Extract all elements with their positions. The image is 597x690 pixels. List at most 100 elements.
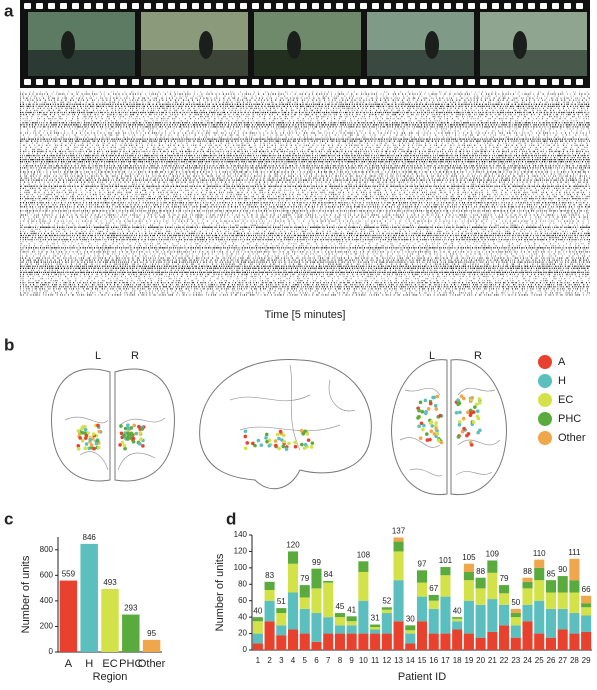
bar-segment — [487, 631, 498, 650]
bar-segment — [569, 633, 580, 650]
bar-segment — [452, 621, 463, 630]
film-frame-ground — [367, 50, 474, 76]
bar-segment — [393, 621, 404, 650]
sprocket — [564, 79, 571, 85]
brain-outline — [450, 359, 507, 496]
bar-segment — [557, 576, 568, 593]
bar-segment — [510, 617, 521, 626]
sprocket — [396, 3, 403, 9]
bar-segment — [264, 581, 275, 591]
electrode-dot — [76, 444, 81, 448]
sprocket — [204, 3, 211, 9]
x-tick-label: 25 — [535, 656, 544, 665]
sprocket — [312, 3, 319, 9]
bar-segment — [358, 633, 369, 650]
bar-segment — [334, 633, 345, 650]
total-label: 66 — [582, 585, 591, 594]
bar-segment — [522, 577, 533, 582]
electrode-dot — [126, 423, 130, 427]
electrode-dot — [417, 424, 421, 429]
electrode-dot — [306, 438, 311, 442]
sprocket — [540, 3, 547, 9]
x-tick-label: EC — [102, 658, 117, 670]
bar-segment — [545, 608, 557, 638]
electrode-dot — [84, 433, 89, 438]
electrode-dot — [466, 410, 470, 415]
bar-segment — [545, 592, 557, 609]
bar — [80, 543, 98, 652]
total-label: 120 — [286, 541, 300, 550]
electrode-dot — [137, 424, 141, 429]
bar-segment — [393, 580, 404, 622]
electrode-dot — [277, 436, 281, 441]
brain-views — [51, 359, 507, 496]
value-label: 559 — [62, 570, 76, 579]
electrode-dot — [96, 423, 100, 428]
film-frame-ground — [28, 50, 135, 76]
total-label: 51 — [277, 597, 286, 606]
electrode-dot — [417, 408, 421, 413]
bar-segment — [581, 631, 592, 650]
bar-segment — [381, 613, 392, 634]
y-tick-label: 120 — [234, 547, 248, 556]
bar-segment — [487, 560, 498, 573]
electrode-dot — [432, 432, 437, 436]
bar-segment — [569, 580, 580, 593]
electrode-dot — [287, 441, 291, 446]
electrode-dot — [284, 447, 289, 451]
bar-segment — [311, 641, 322, 650]
legend-label: PHC — [558, 413, 581, 425]
bar-segment — [370, 629, 381, 634]
electrode-dot — [265, 439, 269, 444]
bar-segment — [510, 625, 521, 638]
bar-segment — [581, 607, 592, 616]
electrode-dot — [282, 433, 286, 438]
sprocket — [480, 79, 487, 85]
electrode-dot — [426, 406, 431, 411]
sprocket — [336, 3, 343, 9]
electrode-dot — [122, 433, 126, 438]
electrode-dot — [466, 431, 471, 436]
sprocket — [432, 3, 439, 9]
electrode-dot — [435, 394, 440, 399]
bar-segment — [557, 592, 568, 609]
electrode-dot — [277, 446, 281, 451]
total-label: 137 — [392, 527, 406, 536]
brain-outline — [51, 368, 111, 482]
sprocket — [504, 79, 511, 85]
sprocket — [288, 79, 295, 85]
sprocket — [24, 79, 31, 85]
sprocket — [528, 79, 535, 85]
bar-segment — [287, 592, 299, 630]
electrode-dot — [273, 443, 278, 448]
x-tick-label: 19 — [464, 656, 473, 665]
electrode-dot — [454, 410, 459, 415]
bar-segment — [522, 604, 533, 622]
bar-segment — [463, 563, 474, 572]
bar — [59, 580, 78, 652]
sprocket — [348, 79, 355, 85]
bar-segment — [393, 551, 404, 581]
bar-segment — [299, 608, 310, 634]
x-tick-label: 7 — [326, 656, 331, 665]
sprocket — [492, 79, 499, 85]
bar-segment — [252, 633, 263, 644]
electrode-dot — [278, 429, 283, 434]
bar-segment — [416, 582, 428, 597]
sprocket — [480, 3, 487, 9]
electrode-dot — [95, 438, 100, 443]
electrode-dot — [243, 434, 248, 439]
electrode-dot — [251, 441, 255, 446]
bar-segment — [510, 637, 521, 650]
electrode-dot — [126, 426, 131, 431]
chart-c: 0 200 400 600 800 Region Number of units 559 A 84… — [20, 533, 166, 683]
electrode-dot — [129, 426, 134, 430]
electrode-dot — [423, 398, 428, 403]
side-label: R — [131, 350, 139, 362]
electrode-dot — [267, 438, 272, 442]
electrode-dot — [303, 429, 308, 434]
side-label: L — [429, 350, 435, 362]
sprocket — [108, 79, 115, 85]
total-label: 108 — [357, 550, 371, 559]
